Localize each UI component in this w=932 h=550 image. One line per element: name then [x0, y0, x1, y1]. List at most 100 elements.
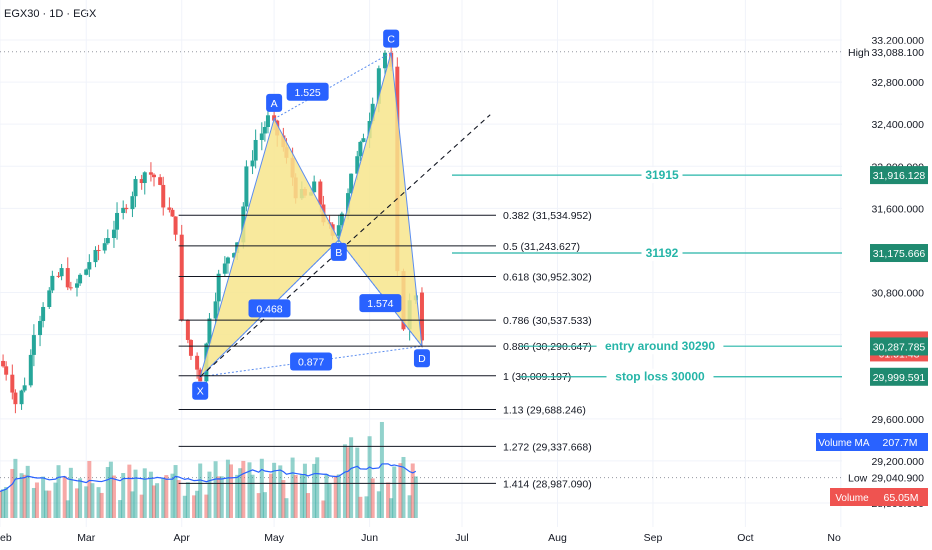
- candle-body: [244, 166, 248, 206]
- candle-body: [130, 196, 134, 209]
- candle-body: [106, 238, 110, 243]
- y-tick-label: 31,600.000: [871, 203, 924, 215]
- volume-bar: [401, 457, 405, 518]
- candle-body: [226, 257, 230, 263]
- candle: [50, 271, 54, 293]
- pattern-ratio-label: 0.468: [256, 303, 282, 315]
- candle-body: [23, 385, 27, 390]
- volume-bar: [241, 461, 245, 518]
- volume-bar: [306, 493, 310, 518]
- fib-level-label: 1.414 (28,987.090): [503, 478, 592, 490]
- candle-body: [93, 250, 97, 262]
- candle: [152, 173, 156, 186]
- volume-bar: [78, 478, 82, 518]
- y-tick-label: 30,800.000: [871, 288, 924, 300]
- candle-body: [251, 161, 255, 167]
- candle-body: [75, 283, 79, 287]
- candle-body: [1, 361, 5, 366]
- volume-bar: [328, 484, 332, 518]
- volume-bar: [4, 487, 8, 518]
- candle: [361, 134, 365, 143]
- volume-bar: [35, 482, 39, 518]
- candle-body: [41, 307, 45, 321]
- volume-bar: [69, 468, 73, 518]
- x-tick-label: Jul: [455, 532, 468, 544]
- x-tick-label: Jun: [361, 532, 378, 544]
- candle: [174, 216, 178, 241]
- volume-bar: [198, 464, 202, 518]
- price-tag-label: Low: [848, 473, 868, 485]
- volume-bar: [358, 497, 362, 518]
- candle-body: [38, 321, 42, 335]
- pattern-point-label: C: [387, 34, 395, 46]
- candle-body: [112, 230, 116, 238]
- candle-body: [170, 210, 174, 217]
- candle-body: [20, 391, 24, 405]
- volume-bar: [155, 483, 159, 518]
- candle-body: [87, 262, 91, 269]
- candle-body: [152, 175, 156, 177]
- candle-body: [29, 355, 33, 385]
- candle-body: [13, 393, 17, 405]
- volume-bar: [134, 470, 138, 518]
- fib-level-label: 0.618 (30,952.302): [503, 272, 592, 284]
- candle: [158, 174, 162, 185]
- candle-body: [4, 366, 8, 374]
- pattern-point-label: B: [335, 247, 342, 259]
- volume-bar: [263, 492, 267, 518]
- candle-body: [66, 268, 70, 287]
- candle-body: [358, 142, 362, 156]
- candle: [189, 339, 193, 360]
- volume-bar: [90, 483, 94, 518]
- candle: [244, 160, 248, 211]
- candle-body: [78, 275, 82, 284]
- volume-bar: [186, 482, 190, 518]
- candle-body: [161, 185, 165, 208]
- volume-bar: [207, 472, 211, 518]
- x-tick-label: Oct: [737, 532, 753, 544]
- volume-bar: [57, 465, 61, 518]
- x-tick-label: eb: [0, 532, 12, 544]
- candle-body: [47, 290, 51, 307]
- candle: [93, 246, 97, 267]
- volume-bar: [284, 498, 288, 518]
- x-tick-label: Apr: [174, 532, 191, 544]
- candle-body: [158, 177, 162, 185]
- x-tick-label: Sep: [644, 532, 663, 544]
- candle-body: [84, 269, 88, 274]
- candle-body: [97, 250, 101, 251]
- volume-ma-value: 207.7M: [882, 437, 917, 449]
- price-tag-value: 30,287.785: [873, 341, 926, 353]
- y-tick-label: 32,800.000: [871, 77, 924, 89]
- volume-bar: [26, 466, 30, 518]
- candle-body: [223, 263, 227, 273]
- candle-body: [174, 216, 178, 234]
- candle-body: [189, 340, 193, 356]
- time-axis: eb Mar Apr May Jun Jul Aug Sep Oct No: [0, 527, 842, 550]
- price-tag-value: 29,040.900: [871, 473, 924, 485]
- candle-body: [32, 335, 36, 355]
- x-tick-label: Aug: [548, 532, 567, 544]
- y-tick-label: 29,600.000: [871, 414, 924, 426]
- volume-bars: [0, 422, 418, 518]
- candle: [312, 176, 316, 193]
- volume-bar: [47, 491, 51, 518]
- candle: [143, 171, 147, 194]
- pattern-ratio-label: 1.525: [294, 87, 320, 99]
- candle-body: [103, 243, 107, 250]
- annotation-text: 31915: [645, 168, 679, 182]
- candle-body: [180, 235, 184, 320]
- candle-body: [186, 320, 190, 340]
- fib-level-label: 0.382 (31,534.952): [503, 210, 592, 222]
- time-axis-bg: [0, 527, 842, 550]
- volume-bar: [143, 468, 147, 518]
- candle-body: [266, 115, 270, 127]
- fib-level-label: 0.5 (31,243.627): [503, 241, 580, 253]
- candle-body: [361, 138, 365, 142]
- candle-body: [214, 301, 218, 318]
- annotation-text: stop loss 30000: [615, 370, 705, 384]
- candle: [20, 390, 24, 410]
- candle: [66, 257, 70, 290]
- annotation-text: entry around 30290: [605, 339, 715, 353]
